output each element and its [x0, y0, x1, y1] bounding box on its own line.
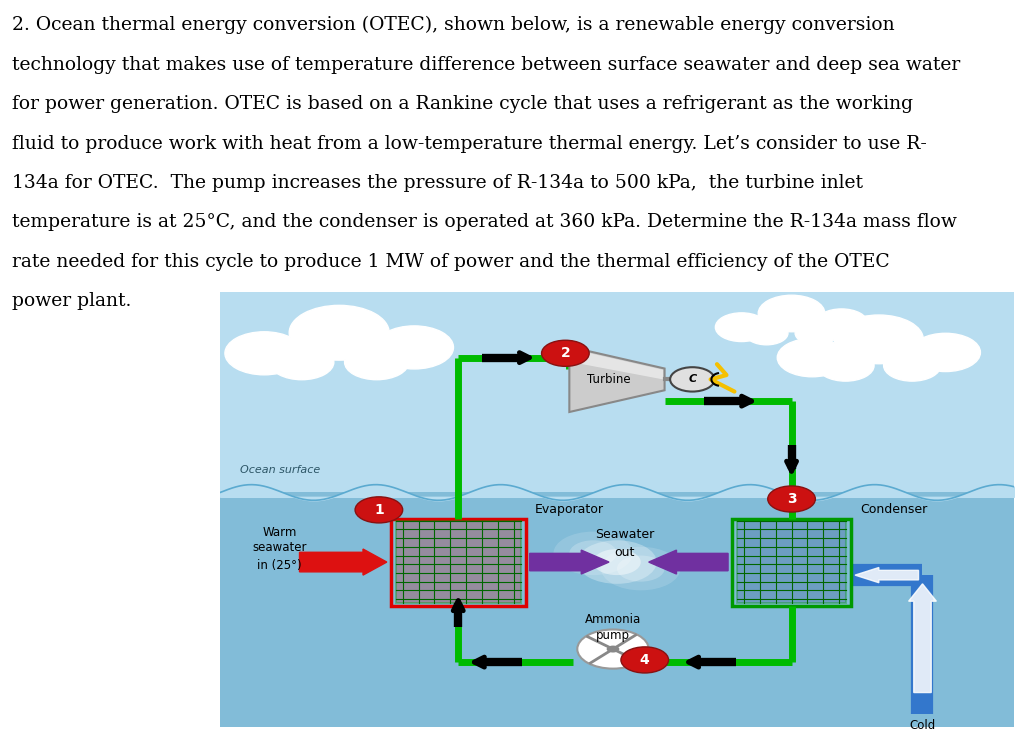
Circle shape [289, 306, 389, 360]
Circle shape [269, 344, 334, 379]
Text: out: out [614, 545, 635, 558]
Circle shape [606, 645, 620, 653]
Text: 134a for OTEC.  The pump increases the pressure of R-134a to 500 kPa,  the turbi: 134a for OTEC. The pump increases the pr… [12, 174, 863, 192]
Bar [395, 521, 521, 603]
Circle shape [884, 350, 941, 381]
Text: Warm: Warm [262, 526, 297, 539]
Text: for power generation. OTEC is based on a Rankine cycle that uses a refrigerant a: for power generation. OTEC is based on a… [12, 95, 913, 113]
Circle shape [745, 322, 788, 345]
Circle shape [768, 486, 815, 512]
FancyArrow shape [908, 584, 936, 692]
Text: 2. Ocean thermal energy conversion (OTEC), shown below, is a renewable energy co: 2. Ocean thermal energy conversion (OTEC… [12, 16, 895, 34]
Text: power plant.: power plant. [12, 292, 132, 311]
Text: Condenser: Condenser [860, 504, 928, 516]
Text: C: C [688, 374, 696, 385]
Circle shape [835, 315, 924, 364]
Polygon shape [569, 346, 665, 412]
Circle shape [670, 367, 715, 392]
Text: in (25°): in (25°) [257, 558, 302, 572]
Text: temperature is at 25°C, and the condenser is operated at 360 kPa. Determine the : temperature is at 25°C, and the condense… [12, 213, 957, 232]
Circle shape [616, 556, 665, 582]
Circle shape [817, 350, 874, 381]
Bar [391, 518, 525, 605]
Text: Ocean surface: Ocean surface [240, 465, 321, 475]
Text: 2: 2 [560, 346, 570, 360]
Text: Cold: Cold [909, 719, 936, 731]
FancyArrow shape [855, 567, 919, 583]
Circle shape [777, 338, 847, 376]
FancyArrow shape [299, 549, 387, 575]
Text: rate needed for this cycle to produce 1 MW of power and the thermal efficiency o: rate needed for this cycle to produce 1 … [12, 253, 890, 271]
Bar [732, 518, 851, 605]
Circle shape [758, 295, 825, 332]
Circle shape [815, 309, 867, 338]
Bar [737, 521, 846, 603]
Circle shape [578, 540, 656, 584]
Text: Turbine: Turbine [587, 373, 631, 386]
Text: seawater: seawater [253, 541, 307, 554]
Text: 1: 1 [374, 503, 384, 517]
Circle shape [910, 333, 980, 371]
FancyArrow shape [529, 550, 609, 574]
Text: technology that makes use of temperature difference between surface seawater and: technology that makes use of temperature… [12, 56, 961, 74]
Circle shape [795, 322, 838, 345]
Circle shape [542, 340, 589, 366]
FancyArrow shape [649, 550, 728, 574]
Polygon shape [571, 349, 663, 379]
Text: pump: pump [596, 629, 630, 643]
Circle shape [553, 531, 633, 575]
Text: 3: 3 [786, 492, 797, 506]
Circle shape [344, 344, 409, 379]
Circle shape [601, 547, 681, 591]
Circle shape [593, 549, 641, 575]
Text: 4: 4 [640, 653, 649, 667]
Text: fluid to produce work with heat from a low-temperature thermal energy. Let’s con: fluid to produce work with heat from a l… [12, 135, 927, 153]
Text: Ammonia: Ammonia [585, 613, 641, 626]
Circle shape [716, 313, 768, 341]
Circle shape [569, 540, 616, 567]
Circle shape [621, 647, 669, 673]
Circle shape [225, 332, 303, 375]
Circle shape [355, 497, 402, 523]
Circle shape [578, 629, 649, 669]
Text: Evaporator: Evaporator [536, 504, 604, 516]
Circle shape [375, 326, 454, 369]
Text: Seawater: Seawater [595, 528, 654, 541]
Bar [220, 493, 1014, 727]
